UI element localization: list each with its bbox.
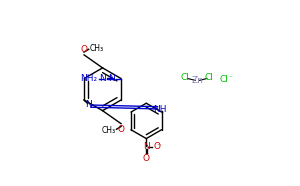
Text: CH₃: CH₃ <box>101 126 116 135</box>
Text: ⁻: ⁻ <box>157 141 160 150</box>
Text: NH₂: NH₂ <box>80 74 98 83</box>
Text: N: N <box>85 100 92 109</box>
Text: ⁻: ⁻ <box>228 73 232 82</box>
Text: CH₃: CH₃ <box>90 44 104 53</box>
Text: Cl: Cl <box>181 73 190 82</box>
Text: N: N <box>108 74 115 83</box>
Text: O: O <box>80 45 88 54</box>
Text: O: O <box>118 125 124 134</box>
Text: NH: NH <box>153 105 166 114</box>
Text: Zn: Zn <box>191 76 203 85</box>
Text: O: O <box>153 142 160 151</box>
Text: O: O <box>143 154 150 163</box>
Text: N: N <box>99 74 106 83</box>
Text: Cl: Cl <box>205 73 214 82</box>
Text: Cl: Cl <box>220 75 229 84</box>
Text: N: N <box>143 142 150 151</box>
